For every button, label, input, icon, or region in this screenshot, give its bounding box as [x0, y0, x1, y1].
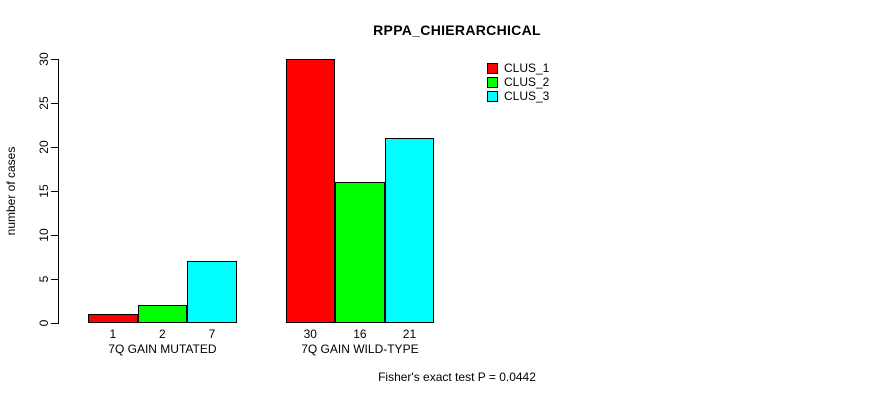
y-tick-mark — [51, 102, 58, 104]
y-tick-label: 5 — [37, 275, 51, 283]
legend-row: CLUS_3 — [487, 90, 549, 103]
y-tick-label: 15 — [37, 184, 51, 198]
bar-clus_1 — [88, 314, 138, 323]
legend-row: CLUS_1 — [487, 62, 549, 75]
bar-clus_2 — [335, 182, 385, 323]
y-tick-mark — [51, 278, 58, 280]
bar-value-label: 16 — [353, 327, 367, 341]
legend: CLUS_1 CLUS_2 CLUS_3 — [487, 62, 549, 104]
legend-row: CLUS_2 — [487, 76, 549, 89]
y-tick-mark — [51, 58, 58, 60]
legend-label: CLUS_3 — [504, 89, 550, 103]
bar-value-label: 2 — [159, 327, 166, 341]
bar-clus_1 — [285, 59, 336, 323]
x-category-label: 7Q GAIN WILD-TYPE — [301, 342, 419, 356]
legend-swatch-icon — [487, 91, 498, 102]
y-tick-label: 10 — [37, 228, 51, 242]
chart-title: RPPA_CHIERARCHICAL — [373, 22, 541, 38]
bar-clus_2 — [137, 305, 188, 323]
x-category-label: 7Q GAIN MUTATED — [108, 342, 217, 356]
y-tick-label: 25 — [37, 96, 51, 110]
y-axis-line — [58, 59, 59, 324]
y-tick-mark — [51, 234, 58, 236]
legend-label: CLUS_2 — [504, 75, 550, 89]
legend-swatch-icon — [487, 77, 498, 88]
bar-value-label: 1 — [109, 327, 117, 341]
y-tick-label: 30 — [37, 52, 51, 66]
bar-value-label: 7 — [208, 327, 216, 341]
bar-clus_3 — [187, 261, 237, 323]
legend-swatch-icon — [487, 63, 498, 74]
y-tick-mark — [51, 146, 58, 148]
bar-clus_3 — [384, 138, 435, 323]
legend-label: CLUS_1 — [504, 61, 550, 75]
bar-value-label: 30 — [303, 327, 317, 341]
y-tick-label: 20 — [37, 140, 51, 154]
bar-value-label: 21 — [402, 327, 417, 341]
y-tick-mark — [51, 322, 58, 324]
y-tick-label: 0 — [37, 319, 51, 327]
y-tick-mark — [51, 190, 58, 192]
footer-note: Fisher's exact test P = 0.0442 — [378, 370, 536, 384]
